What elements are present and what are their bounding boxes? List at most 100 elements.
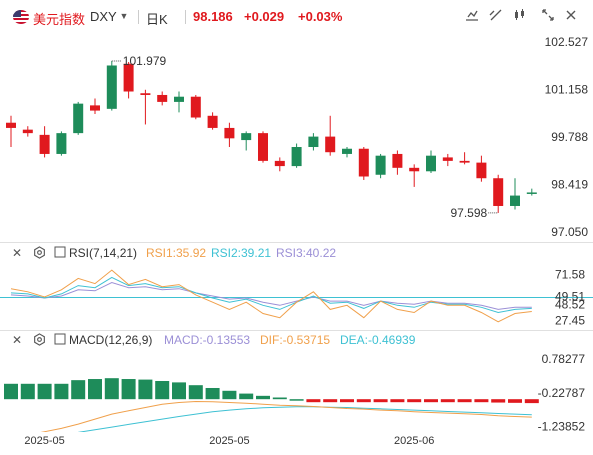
macd-bar	[4, 383, 18, 400]
period-selector[interactable]: 日K	[146, 12, 168, 27]
macd-bar	[323, 399, 338, 403]
candle-body	[73, 103, 84, 134]
macd-bar	[508, 399, 522, 403]
y-axis-label: 98.419	[551, 178, 588, 192]
fullscreen-icon[interactable]	[540, 8, 556, 24]
macd-bar	[188, 385, 203, 400]
low-marker-label: 97.598	[450, 206, 487, 220]
candle-body	[493, 178, 504, 206]
settings-icon[interactable]	[33, 246, 46, 262]
symbol-name[interactable]: 美元指数	[33, 12, 86, 27]
macd-bar	[71, 380, 86, 400]
candle-body	[224, 127, 235, 139]
macd-bar	[524, 399, 539, 404]
toolbar-divider	[185, 10, 186, 24]
rsi2-line	[10, 276, 532, 314]
macd-chart[interactable]: 0.78277 -0.22787 -1.23852	[0, 350, 593, 432]
candle-body	[459, 160, 470, 163]
candle-body	[22, 129, 33, 134]
candle-body	[106, 65, 117, 109]
settings-icon[interactable]	[33, 333, 46, 349]
macd-bar	[373, 399, 388, 403]
indicator-box-icon	[54, 333, 66, 348]
panel-divider	[0, 330, 593, 331]
rsi1-line	[10, 269, 532, 323]
rsi-header: ✕ RSI(7,14,21) RSI1:35.92 RSI2:39.21 RSI…	[0, 246, 593, 264]
macd-bar	[474, 399, 489, 403]
macd-header: ✕ MACD(12,26,9) MACD:-0.13553 DIF:-0.537…	[0, 333, 593, 351]
candle-body	[325, 136, 336, 153]
macd-bar	[222, 390, 237, 400]
macd-bar	[340, 399, 354, 403]
macd-bar	[88, 379, 102, 400]
macd-bar	[440, 399, 455, 403]
candle-body	[274, 160, 285, 167]
macd-bar	[407, 399, 422, 403]
macd-bar	[424, 399, 438, 403]
dif-line	[40, 400, 532, 432]
rsi-y-label: 48.52	[555, 298, 585, 312]
candle-body	[375, 155, 386, 175]
y-axis-label: 97.050	[551, 225, 588, 239]
chart-type-icon[interactable]	[512, 8, 528, 24]
candle-body	[342, 148, 352, 154]
macd-bar	[356, 399, 371, 403]
collapse-icon[interactable]: ✕	[12, 333, 23, 347]
macd-bar	[306, 399, 321, 403]
y-axis-label: 102.527	[545, 35, 589, 49]
toolbar-divider	[138, 10, 139, 24]
candle-body	[207, 115, 218, 128]
rsi-y-label: 49.51	[555, 290, 585, 304]
chevron-down-icon[interactable]: ▼	[119, 11, 129, 21]
macd-bar	[239, 393, 254, 400]
macd-bar	[121, 379, 136, 400]
draw-line-icon[interactable]	[488, 8, 504, 24]
macd-bar	[54, 383, 69, 400]
collapse-icon[interactable]: ✕	[12, 246, 23, 260]
candle-body	[56, 133, 67, 154]
macd-bar	[491, 399, 506, 403]
x-axis-label: 2025-06	[394, 435, 434, 447]
candlestick-chart[interactable]: 102.527 101.158 99.788 98.419 97.050 101.979 9…	[0, 34, 593, 242]
rsi2-value: RSI2:39.21	[211, 246, 272, 260]
candle-body	[123, 63, 134, 92]
macd-bar	[104, 378, 119, 400]
chart-toolbar: 美元指数 DXY ▼ 日K 98.186 +0.029 +0.03%	[0, 0, 593, 34]
price-change-percent: +0.03%	[298, 9, 343, 24]
candle-body	[174, 96, 184, 102]
macd-bar	[457, 399, 472, 403]
macd-bar	[289, 399, 304, 401]
x-axis-label: 2025-05	[209, 435, 249, 447]
candle-body	[392, 153, 403, 168]
close-icon[interactable]	[563, 8, 579, 24]
dea-line	[77, 406, 532, 432]
candle-body	[426, 155, 436, 172]
rsi3-value: RSI3:40.22	[276, 246, 337, 260]
rsi-y-label: 27.45	[555, 313, 585, 327]
symbol-code[interactable]: DXY	[90, 9, 117, 24]
y-axis-label: 99.788	[551, 130, 588, 144]
candle-body	[510, 195, 520, 206]
macd-bar	[272, 397, 287, 400]
candle-body	[190, 96, 201, 118]
candle-body	[157, 94, 168, 102]
macd-bar	[172, 382, 186, 400]
macd-y-label: -0.22787	[538, 386, 586, 400]
y-axis-label: 101.158	[545, 82, 589, 96]
dif-value: DIF:-0.53715	[260, 333, 331, 347]
candle-body	[6, 122, 16, 128]
candle-body	[291, 147, 302, 167]
macd-bar	[256, 395, 270, 400]
candle-body	[258, 133, 268, 161]
macd-y-label: 0.78277	[542, 352, 586, 366]
candle-body	[140, 93, 151, 95]
rsi-y-label: 71.58	[555, 268, 585, 282]
candle-body	[476, 162, 487, 179]
candle-body	[409, 167, 420, 172]
time-axis: 2025-05 2025-05 2025-06	[24, 435, 434, 447]
indicator-icon[interactable]	[464, 8, 480, 24]
candle-body	[526, 192, 537, 194]
macd-value: MACD:-0.13553	[164, 333, 251, 347]
macd-bar	[37, 383, 52, 400]
